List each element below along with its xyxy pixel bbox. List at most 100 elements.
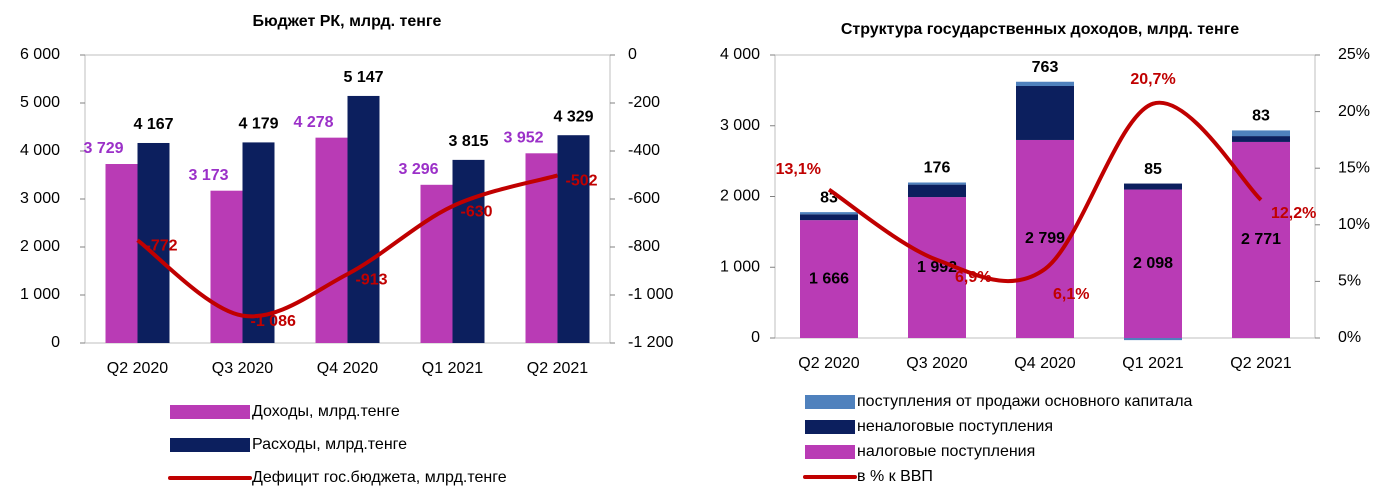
bar-segment	[1232, 130, 1290, 137]
data-label: -1 086	[251, 313, 296, 330]
data-label: 83	[1252, 108, 1270, 125]
bar-segment	[1016, 139, 1074, 338]
data-label: 2 771	[1241, 231, 1281, 248]
y2-tick-label: 10%	[1338, 216, 1370, 233]
data-label: 85	[1144, 161, 1162, 178]
legend-label: Доходы, млрд.тенге	[252, 403, 400, 420]
y-tick-label: 1 000	[720, 258, 760, 275]
legend-swatch	[805, 395, 855, 409]
x-tick-label: Q4 2020	[1014, 355, 1075, 372]
bar-segment	[908, 182, 966, 185]
legend-swatch	[170, 405, 250, 419]
y2-tick-label: -800	[628, 238, 660, 255]
data-label: 6,9%	[955, 269, 991, 286]
bar	[315, 137, 348, 343]
y2-tick-label: 0	[628, 46, 637, 63]
x-tick-label: Q2 2020	[798, 355, 859, 372]
x-tick-label: Q2 2021	[1230, 355, 1291, 372]
x-tick-label: Q2 2021	[527, 360, 588, 377]
data-label: 3 815	[448, 133, 488, 150]
bar	[452, 159, 485, 343]
data-label: 4 179	[238, 116, 278, 133]
data-label: 3 952	[503, 130, 543, 147]
data-label: 20,7%	[1130, 71, 1175, 88]
bar-segment	[800, 214, 858, 221]
y-tick-label: 3 000	[20, 190, 60, 207]
chart-title: Структура государственных доходов, млрд.…	[841, 21, 1239, 38]
x-tick-label: Q3 2020	[906, 355, 967, 372]
bar-segment	[1124, 338, 1182, 341]
data-label: 4 278	[293, 114, 333, 131]
bar	[105, 164, 138, 343]
legend-swatch	[170, 438, 250, 452]
data-label: 176	[924, 160, 951, 177]
x-tick-label: Q3 2020	[212, 360, 273, 377]
bar-segment	[1016, 81, 1074, 86]
bar	[525, 153, 558, 343]
y2-tick-label: -1 000	[628, 286, 673, 303]
y2-tick-label: 5%	[1338, 273, 1361, 290]
y-tick-label: 0	[751, 329, 760, 346]
data-label: 3 729	[83, 140, 123, 157]
data-label: -772	[146, 237, 178, 254]
legend-label: Расходы, млрд.тенге	[252, 436, 407, 453]
data-label: 3 296	[398, 161, 438, 178]
y2-tick-label: -400	[628, 142, 660, 159]
bar-segment	[908, 184, 966, 198]
data-label: 4 167	[133, 116, 173, 133]
y2-tick-label: 20%	[1338, 103, 1370, 120]
data-label: -502	[566, 173, 598, 190]
y-tick-label: 5 000	[20, 94, 60, 111]
data-label: 1 666	[809, 270, 849, 287]
x-tick-label: Q2 2020	[107, 360, 168, 377]
bar-segment	[1124, 189, 1182, 338]
bar	[557, 135, 590, 343]
y2-tick-label: -200	[628, 94, 660, 111]
legend-swatch	[805, 445, 855, 459]
line	[136, 173, 559, 319]
legend-label: в % к ВВП	[857, 468, 933, 485]
line	[827, 100, 1263, 284]
data-label: 2 098	[1133, 255, 1173, 272]
bar-segment	[1124, 183, 1182, 190]
bar	[242, 142, 275, 343]
bar-segment	[800, 220, 858, 338]
chart-title: Бюджет РК, млрд. тенге	[253, 13, 442, 30]
y-tick-label: 1 000	[20, 286, 60, 303]
legend-label: налоговые поступления	[857, 443, 1035, 460]
y-tick-label: 6 000	[20, 46, 60, 63]
data-label: 4 329	[553, 108, 593, 125]
legend-label: поступления от продажи основного капитал…	[857, 393, 1193, 410]
data-label: 13,1%	[776, 161, 821, 178]
x-tick-label: Q1 2021	[1122, 355, 1183, 372]
y-tick-label: 2 000	[20, 238, 60, 255]
bar-segment	[800, 212, 858, 215]
data-label: -913	[356, 271, 388, 288]
data-label: 6,1%	[1053, 286, 1089, 303]
legend-swatch	[805, 420, 855, 434]
y2-tick-label: 15%	[1338, 159, 1370, 176]
y-tick-label: 2 000	[720, 188, 760, 205]
y2-tick-label: -600	[628, 190, 660, 207]
bar-segment	[1232, 136, 1290, 142]
y2-tick-label: 0%	[1338, 329, 1361, 346]
data-label: 3 173	[188, 167, 228, 184]
data-label: 12,2%	[1271, 205, 1316, 222]
y-tick-label: 4 000	[720, 46, 760, 63]
y-tick-label: 0	[51, 334, 60, 351]
legend-label: неналоговые поступления	[857, 418, 1053, 435]
data-label: 5 147	[343, 69, 383, 86]
y2-tick-label: 25%	[1338, 46, 1370, 63]
bar	[210, 190, 243, 343]
x-tick-label: Q4 2020	[317, 360, 378, 377]
data-label: 2 799	[1025, 230, 1065, 247]
y-tick-label: 3 000	[720, 117, 760, 134]
legend-label: Дефицит гос.бюджета, млрд.тенге	[252, 469, 507, 486]
y-tick-label: 4 000	[20, 142, 60, 159]
bar	[420, 184, 453, 343]
bar	[347, 95, 380, 343]
bar-segment	[1016, 85, 1074, 140]
y2-tick-label: -1 200	[628, 334, 673, 351]
data-label: 763	[1032, 59, 1059, 76]
